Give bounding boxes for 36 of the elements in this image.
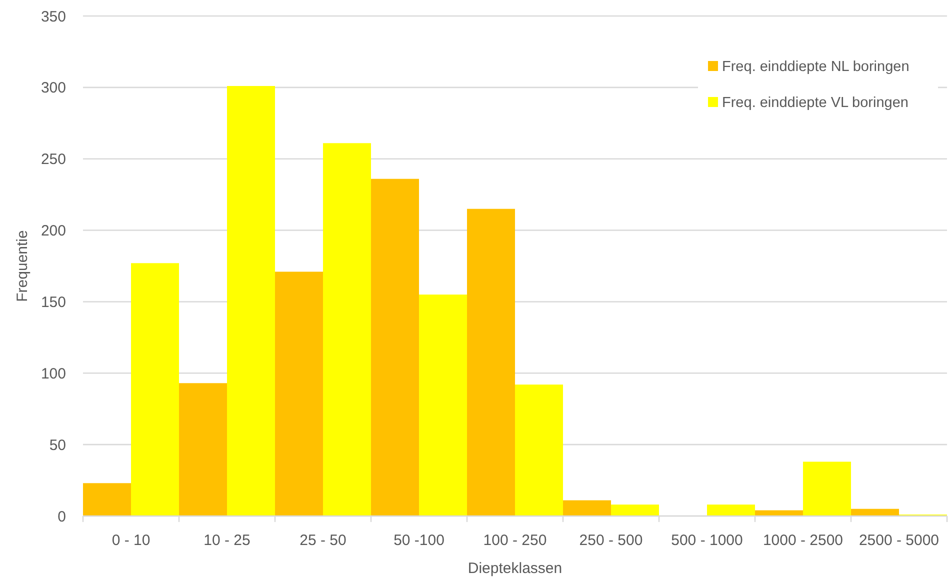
x-tick-label: 0 - 10: [112, 532, 150, 549]
y-tick-label: 50: [49, 436, 66, 454]
bar: [83, 483, 131, 516]
bar: [323, 143, 371, 516]
x-tick-label: 1000 - 2500: [762, 532, 844, 549]
x-tick-label: 25 - 50: [300, 532, 346, 549]
bar: [467, 208, 515, 516]
y-tick-label: 300: [40, 80, 66, 97]
legend-label: Freq. einddiepte VL boringen: [722, 95, 908, 112]
x-tick-label: 100 - 250: [483, 532, 547, 549]
y-tick-label: 100: [40, 365, 66, 382]
y-axis-title: Frequentie: [14, 230, 31, 302]
bar: [803, 462, 851, 516]
bar: [275, 272, 323, 516]
y-tick-label: 0: [58, 508, 66, 526]
bar: [851, 508, 899, 516]
bar: [131, 263, 179, 516]
bar: [419, 294, 467, 516]
x-tick-label: 10 - 25: [204, 532, 250, 549]
legend-label: Freq. einddiepte NL boringen: [722, 59, 910, 76]
x-tick-label: 500 - 1000: [671, 532, 743, 549]
bar: [179, 383, 227, 516]
y-tick-label: 250: [40, 151, 66, 168]
x-tick-label: 50 -100: [394, 532, 444, 549]
bar: [563, 500, 611, 516]
bar: [515, 384, 563, 516]
y-tick-label: 200: [40, 222, 66, 240]
bar: [371, 178, 419, 516]
y-tick-label: 350: [40, 8, 66, 26]
y-tick-label: 150: [40, 294, 66, 311]
x-tick-label: 250 - 500: [579, 532, 643, 549]
bar: [611, 504, 659, 516]
x-tick-label: 2500 - 5000: [858, 532, 940, 549]
bar: [227, 86, 275, 516]
x-axis-title: Diepteklassen: [468, 560, 562, 577]
bar: [707, 504, 755, 516]
